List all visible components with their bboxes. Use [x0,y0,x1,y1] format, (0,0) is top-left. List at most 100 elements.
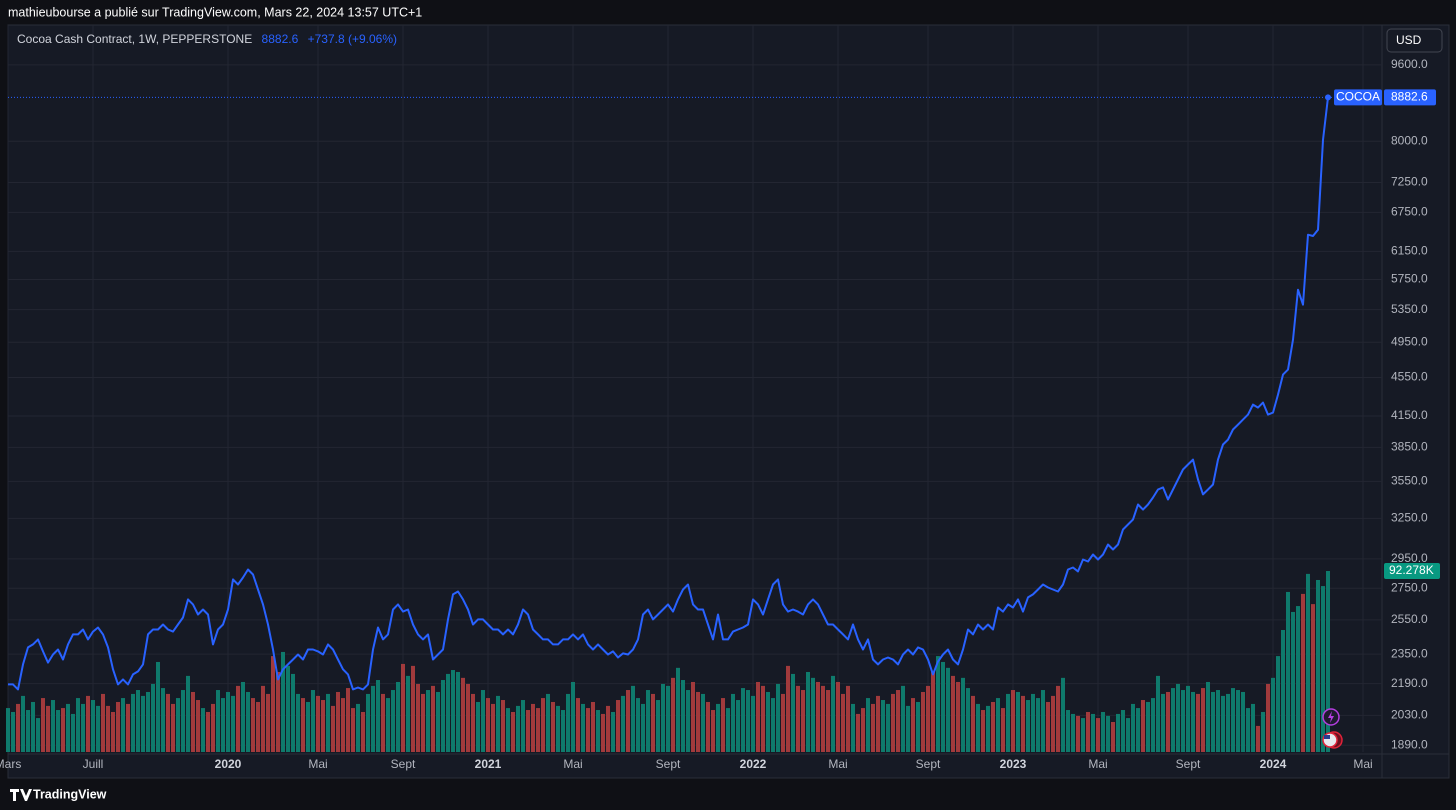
y-tick-label: 5350.0 [1391,302,1428,316]
volume-bar [1011,690,1015,752]
volume-bar [986,705,990,752]
volume-bar [246,691,250,752]
volume-bar [1246,708,1250,752]
volume-bar [1031,693,1035,752]
volume-bar [126,703,130,752]
y-tick-label: 4150.0 [1391,408,1428,422]
y-tick-label: 1890.0 [1391,737,1428,751]
volume-bar [1136,708,1140,752]
series-tag [1334,89,1382,106]
volume-bar [461,677,465,752]
volume-bar [131,693,135,752]
volume-bar [191,691,195,752]
volume-bar [11,711,15,752]
volume-bar [311,690,315,752]
volume-bar [1211,691,1215,752]
y-tick-label: 5750.0 [1391,272,1428,286]
volume-bar [726,708,730,752]
volume-bar [531,703,535,752]
x-tick-label: 2024 [1260,757,1287,771]
volume-bar [166,693,170,752]
x-tick-label: Sept [1176,757,1201,771]
volume-bar [516,705,520,752]
lightning-icon [1328,711,1334,723]
volume-tag-label: 92.278K [1389,563,1434,577]
logo [10,789,32,801]
volume-bar [546,693,550,752]
y-tick-label: 2550.0 [1391,612,1428,626]
volume-bar [731,693,735,752]
y-tick-label: 2350.0 [1391,646,1428,660]
volume-bar [831,675,835,752]
volume-bar [1121,710,1125,752]
volume-bar [376,680,380,752]
volume-bar [966,688,970,752]
volume-bar [46,705,50,752]
volume-bar [856,713,860,752]
volume-bar [616,700,620,752]
volume-bar [486,698,490,752]
x-tick-label: 2023 [1000,757,1027,771]
volume-bar [361,711,365,752]
legend-change: +737.8 (+9.06%) [308,32,397,46]
volume-bar [1056,685,1060,752]
volume-bar [481,690,485,752]
volume-bar [801,690,805,752]
x-tick-label: 2022 [740,757,767,771]
volume-bar [1066,710,1070,752]
volume-bar [741,688,745,752]
volume-bar [116,701,120,752]
volume-bar [586,708,590,752]
volume-bar [426,690,430,752]
volume-bar [641,703,645,752]
volume-bar [1166,691,1170,752]
y-tick-label: 3250.0 [1391,511,1428,525]
volume-bar [591,701,595,752]
volume-bar [381,693,385,752]
volume-bar [756,681,760,752]
volume-bar [646,690,650,752]
volume-bar [251,698,255,752]
legend-value: 8882.6 [262,32,299,46]
y-tick-label: 7250.0 [1391,175,1428,189]
volume-bar [556,705,560,752]
volume-bar [1126,718,1130,752]
volume-bar [766,691,770,752]
volume-bar [1186,685,1190,752]
volume-bar [476,701,480,752]
volume-bar [796,685,800,752]
volume-bar [26,710,30,752]
y-tick-label: 8000.0 [1391,133,1428,147]
volume-bar [716,703,720,752]
volume-bar [156,661,160,752]
volume-bar [1061,677,1065,752]
volume-bar [186,675,190,752]
volume-bar [96,705,100,752]
volume-bar [1321,586,1325,752]
volume-bar [916,701,920,752]
volume-bar [921,691,925,752]
volume-bar [1006,693,1010,752]
volume-bar [1271,677,1275,752]
volume-bar [471,693,475,752]
volume-bar [536,708,540,752]
volume-bar [256,701,260,752]
volume-bar [76,698,80,752]
volume-bar [66,703,70,752]
x-tick-label: Sept [656,757,681,771]
x-tick-label: Mai [563,757,582,771]
volume-bar [781,693,785,752]
legend-title: Cocoa Cash Contract, 1W, PEPPERSTONE [17,32,252,46]
footer: TradingView [33,787,107,801]
volume-bar [601,713,605,752]
volume-bar [596,710,600,752]
volume-bar [1091,713,1095,752]
volume-bar [1076,715,1080,752]
volume-bar [391,690,395,752]
volume-bar [696,691,700,752]
volume-bar [1256,725,1260,752]
volume-bar [706,701,710,752]
currency-button[interactable] [1386,28,1443,53]
